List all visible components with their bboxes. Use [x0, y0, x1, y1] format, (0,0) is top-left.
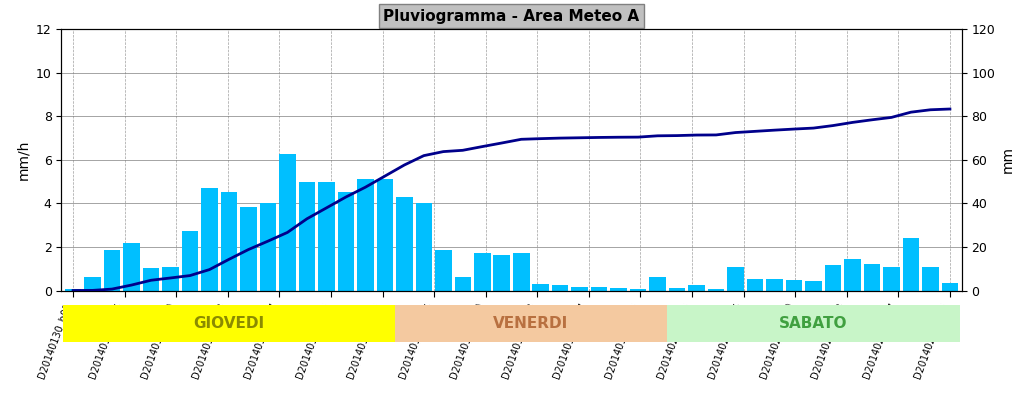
Bar: [240, 207, 257, 290]
Bar: [202, 188, 218, 290]
Text: VENERDI: VENERDI: [493, 316, 569, 331]
Bar: [318, 182, 335, 290]
Bar: [376, 179, 393, 290]
Bar: [454, 278, 471, 290]
Bar: [669, 288, 685, 290]
FancyBboxPatch shape: [667, 305, 960, 342]
Bar: [786, 280, 802, 290]
Bar: [396, 197, 412, 290]
Bar: [357, 179, 373, 290]
Bar: [747, 278, 763, 290]
Bar: [688, 285, 705, 290]
Bar: [163, 266, 179, 290]
Bar: [727, 266, 744, 290]
Y-axis label: mm/h: mm/h: [16, 139, 31, 180]
Bar: [708, 289, 724, 290]
Bar: [805, 281, 821, 290]
Bar: [435, 250, 451, 290]
Bar: [766, 278, 783, 290]
Bar: [84, 278, 101, 290]
Bar: [825, 266, 841, 290]
FancyBboxPatch shape: [63, 305, 395, 342]
Title: Pluviogramma - Area Meteo A: Pluviogramma - Area Meteo A: [384, 9, 639, 24]
Bar: [143, 268, 160, 290]
Bar: [260, 203, 276, 290]
Bar: [650, 278, 666, 290]
Bar: [64, 289, 82, 290]
Bar: [591, 287, 608, 290]
Bar: [883, 266, 900, 290]
Bar: [863, 264, 880, 290]
Bar: [572, 287, 588, 290]
Bar: [103, 250, 121, 290]
Bar: [221, 193, 237, 290]
Bar: [299, 182, 315, 290]
Bar: [630, 289, 647, 290]
Bar: [493, 254, 510, 290]
Bar: [415, 203, 432, 290]
Bar: [902, 238, 920, 290]
Bar: [513, 254, 530, 290]
Bar: [552, 285, 569, 290]
Bar: [532, 284, 549, 290]
Text: GIOVEDI: GIOVEDI: [193, 316, 265, 331]
Bar: [922, 266, 939, 290]
Y-axis label: mm: mm: [1000, 146, 1015, 173]
Bar: [279, 154, 296, 290]
Bar: [474, 254, 491, 290]
Bar: [338, 193, 354, 290]
FancyBboxPatch shape: [395, 305, 667, 342]
Bar: [123, 242, 140, 290]
Bar: [844, 259, 860, 290]
Bar: [611, 288, 627, 290]
Text: SABATO: SABATO: [780, 316, 848, 331]
Bar: [182, 231, 198, 290]
Bar: [941, 283, 959, 290]
